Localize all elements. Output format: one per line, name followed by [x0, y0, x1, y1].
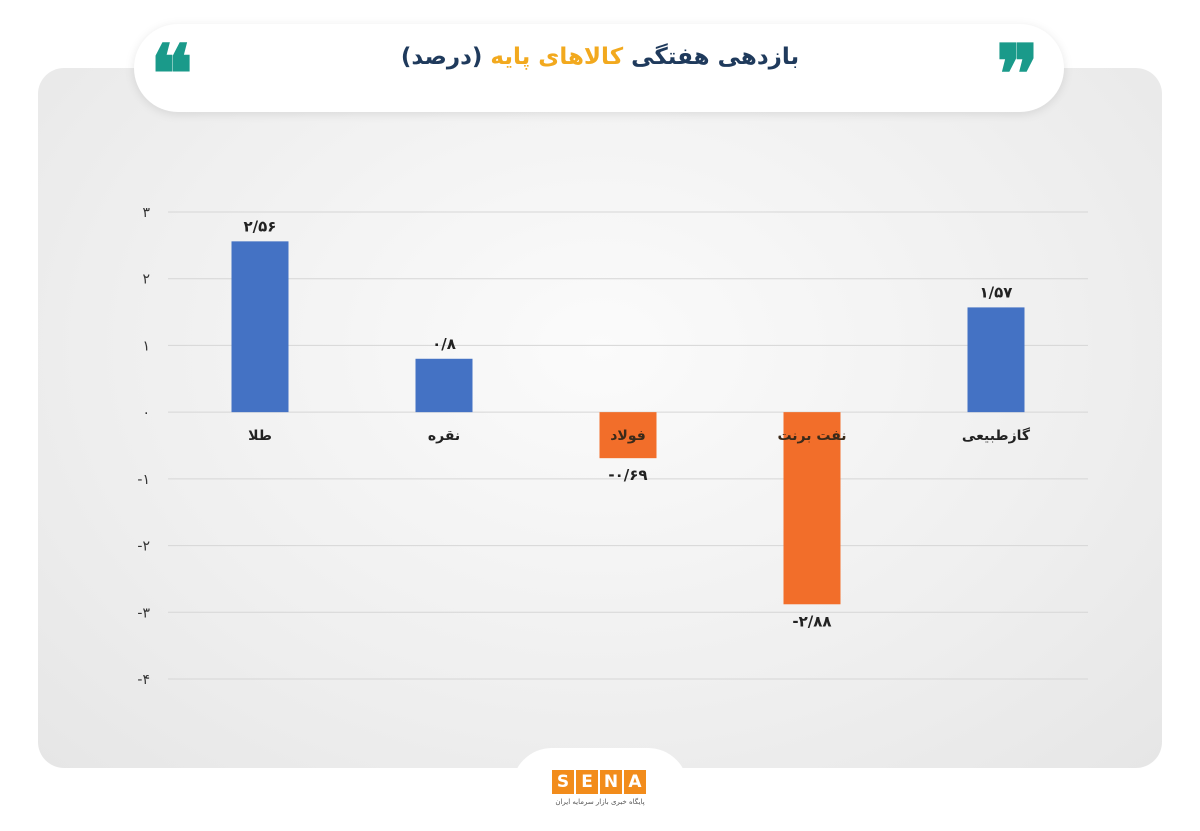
bar — [967, 307, 1025, 413]
y-tick-label: ۱ — [142, 338, 150, 354]
logo-letter: S — [552, 770, 574, 794]
category-label: طلا — [248, 428, 272, 444]
y-tick-label: -۱ — [137, 472, 150, 488]
quote-close-icon: ❞ — [996, 27, 1040, 121]
logo-subtitle: پایگاه خبری بازار سرمایه ایران — [555, 798, 645, 806]
y-tick-label: ۲ — [142, 272, 150, 288]
y-tick-label: ۳ — [142, 205, 150, 221]
data-label: ۰/۸ — [432, 335, 456, 353]
title-part-unit: (درصد) — [400, 44, 483, 70]
page-title: بازدهی هفتگی کالاهای پایه (درصد) — [300, 44, 900, 70]
logo-letter: E — [576, 770, 598, 794]
y-tick-label: -۲ — [137, 539, 150, 555]
sena-logo: S E N A — [552, 770, 646, 794]
bar — [599, 412, 657, 459]
category-label: فولاد — [610, 428, 646, 444]
y-tick-label: ۰ — [142, 405, 150, 421]
data-label: ۲/۵۶ — [244, 217, 277, 235]
data-label: ۱/۵۷ — [980, 283, 1013, 301]
category-label: گازطبیعی — [962, 427, 1031, 444]
bar — [415, 358, 473, 413]
category-label: نفت برنت — [777, 428, 846, 444]
category-label: نقره — [428, 428, 460, 444]
y-tick-label: -۴ — [137, 672, 150, 688]
title-part-commodities: کالاهای پایه — [490, 44, 624, 70]
quote-open-icon: ❝ — [150, 27, 194, 121]
data-label: -۲/۸۸ — [792, 612, 831, 630]
bar — [231, 241, 289, 413]
data-label: -۰/۶۹ — [608, 466, 647, 484]
title-bar — [134, 24, 1064, 112]
y-tick-label: -۳ — [137, 605, 150, 621]
logo-letter: A — [624, 770, 646, 794]
bar — [783, 412, 841, 605]
title-part-weekly-return: بازدهی هفتگی — [631, 44, 800, 70]
logo-letter: N — [600, 770, 622, 794]
